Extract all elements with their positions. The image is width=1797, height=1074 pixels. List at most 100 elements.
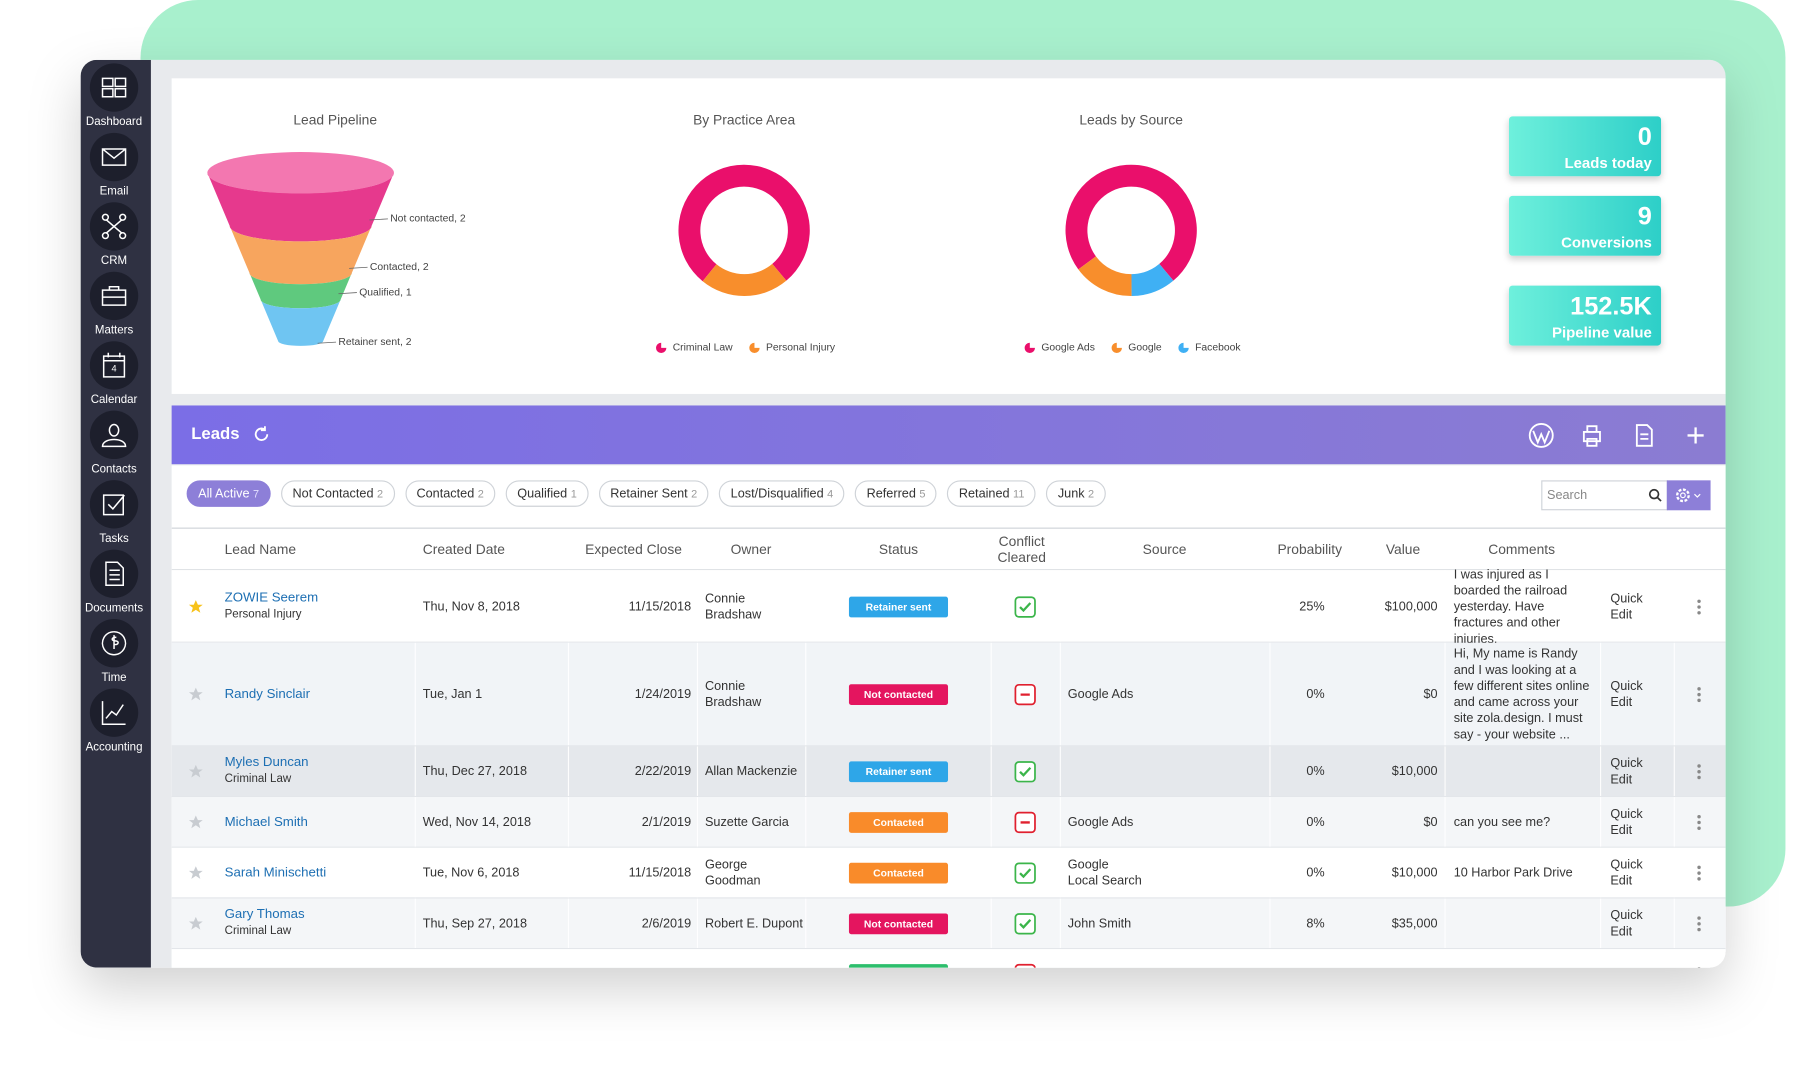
filter-label: Retained <box>958 487 1010 502</box>
column-separator <box>1269 797 1271 847</box>
quick-edit[interactable]: Quick Edit <box>1610 756 1643 787</box>
column-separator <box>805 949 807 968</box>
funnel-leader <box>317 341 337 344</box>
column-separator <box>696 746 699 796</box>
status-badge: Contacted <box>848 862 949 884</box>
filter-pill[interactable]: Qualified 1 <box>505 480 589 507</box>
quick-edit[interactable]: Quick <box>1610 966 1642 967</box>
lead-name: Sarah Minischetti <box>224 866 327 881</box>
search-box[interactable]: Search <box>1541 480 1668 511</box>
conflict-glyph <box>1019 868 1032 879</box>
owner: Connie <box>705 966 809 967</box>
column-header: Owner <box>730 541 772 558</box>
nav-icon-bg <box>89 480 139 529</box>
column-separator <box>1599 847 1602 898</box>
row-menu[interactable] <box>1696 598 1703 614</box>
sidebar-items: Dashboard Email CRM Matters 4 Calendar Contact… <box>85 63 143 753</box>
star-toggle[interactable] <box>188 598 204 614</box>
value: $10,000 <box>1391 764 1438 779</box>
column-separator <box>1269 570 1271 642</box>
nav-icon <box>102 352 126 378</box>
lead-name: Myles Duncan <box>224 755 309 770</box>
donut-segment <box>1065 164 1197 281</box>
quick-edit[interactable]: Quick Edit <box>1610 858 1643 889</box>
star-toggle[interactable] <box>188 865 204 881</box>
row-menu[interactable] <box>1696 916 1703 932</box>
filter-pill[interactable]: Retained 11 <box>947 480 1036 507</box>
row-menu[interactable] <box>1696 764 1703 780</box>
donut-segment <box>678 164 810 282</box>
funnel-leader <box>349 266 368 269</box>
row-menu[interactable] <box>1696 865 1703 881</box>
star-toggle[interactable] <box>188 814 204 830</box>
column-separator <box>805 898 807 949</box>
owner: Allan Mackenzie <box>704 764 798 779</box>
filter-pill[interactable]: All Active 7 <box>186 480 271 507</box>
star <box>188 687 203 701</box>
star-toggle[interactable] <box>188 916 204 932</box>
toolbar-icons[interactable] <box>1527 422 1711 450</box>
refresh-icon[interactable] <box>252 425 270 443</box>
star-toggle[interactable] <box>188 764 204 780</box>
nav-icon-bg <box>89 549 139 598</box>
star-toggle[interactable] <box>188 966 204 968</box>
legend-label: Criminal Law <box>673 343 733 354</box>
column-separator <box>1673 797 1675 847</box>
kpi-card: 152.5K Pipeline value <box>1508 285 1662 346</box>
kpi-card: 9 Conversions <box>1508 195 1662 256</box>
column-separator <box>1444 746 1446 796</box>
value: $0 <box>1423 815 1438 830</box>
search-placeholder: Search <box>1547 488 1588 503</box>
filter-pill[interactable]: Referred 5 <box>855 480 937 507</box>
quick-edit[interactable]: Quick Edit <box>1610 679 1643 710</box>
star-toggle[interactable] <box>188 687 204 703</box>
filter-pill[interactable]: Contacted 2 <box>404 480 496 507</box>
column-separator <box>567 797 570 847</box>
nav-icon <box>101 701 126 725</box>
filter-label: Qualified <box>517 487 568 502</box>
column-separator <box>1444 847 1446 898</box>
filter-label: Contacted <box>416 487 475 502</box>
filter-pill[interactable]: Not Contacted 2 <box>280 480 395 507</box>
nav-label: Accounting <box>86 741 143 753</box>
filter-pill[interactable]: Junk 2 <box>1046 480 1106 507</box>
row-menu[interactable] <box>1696 814 1703 830</box>
probability: 0% <box>1306 764 1325 779</box>
probability: 25% <box>1299 599 1325 614</box>
quick-edit[interactable]: Quick Edit <box>1610 908 1643 939</box>
filter-pill[interactable]: Retainer Sent 2 <box>598 480 709 507</box>
quick-edit[interactable]: Quick Edit <box>1610 591 1643 622</box>
created-date: Wed, Nov 14, 2018 <box>422 815 531 830</box>
menu-dot <box>1697 927 1701 932</box>
menu-dot <box>1697 687 1701 691</box>
column-separator <box>1599 746 1602 796</box>
nav-icon-bg <box>89 271 139 321</box>
legend-icon-cut <box>754 342 761 348</box>
filter-count: 2 <box>691 488 698 502</box>
column-separator <box>567 949 570 968</box>
conflict-status <box>1014 761 1036 783</box>
quick-edit[interactable]: Quick Edit <box>1610 807 1643 838</box>
nav-icon-bg <box>89 63 139 112</box>
column-separator <box>414 898 416 949</box>
filter-pill[interactable]: Lost/Disqualified 4 <box>719 480 845 507</box>
search-icon <box>1648 488 1662 502</box>
table-row <box>171 642 1726 747</box>
nav-icon <box>101 285 127 306</box>
column-separator <box>805 570 807 642</box>
kpi-value: 0 <box>1637 122 1652 151</box>
column-separator <box>414 949 416 968</box>
column-separator <box>1444 949 1446 968</box>
filter-count: 2 <box>1088 488 1095 502</box>
star <box>188 866 203 879</box>
row-menu[interactable] <box>1696 687 1703 703</box>
value: $10,000 <box>1391 866 1438 881</box>
column-separator <box>990 949 992 968</box>
menu-dot <box>1697 916 1701 920</box>
row-menu[interactable] <box>1696 966 1703 968</box>
conflict-glyph <box>1019 766 1032 777</box>
legend-icon-cut <box>1183 342 1190 348</box>
column-separator <box>1599 642 1602 746</box>
donut-segment <box>1078 256 1132 297</box>
settings-button[interactable] <box>1666 480 1711 511</box>
